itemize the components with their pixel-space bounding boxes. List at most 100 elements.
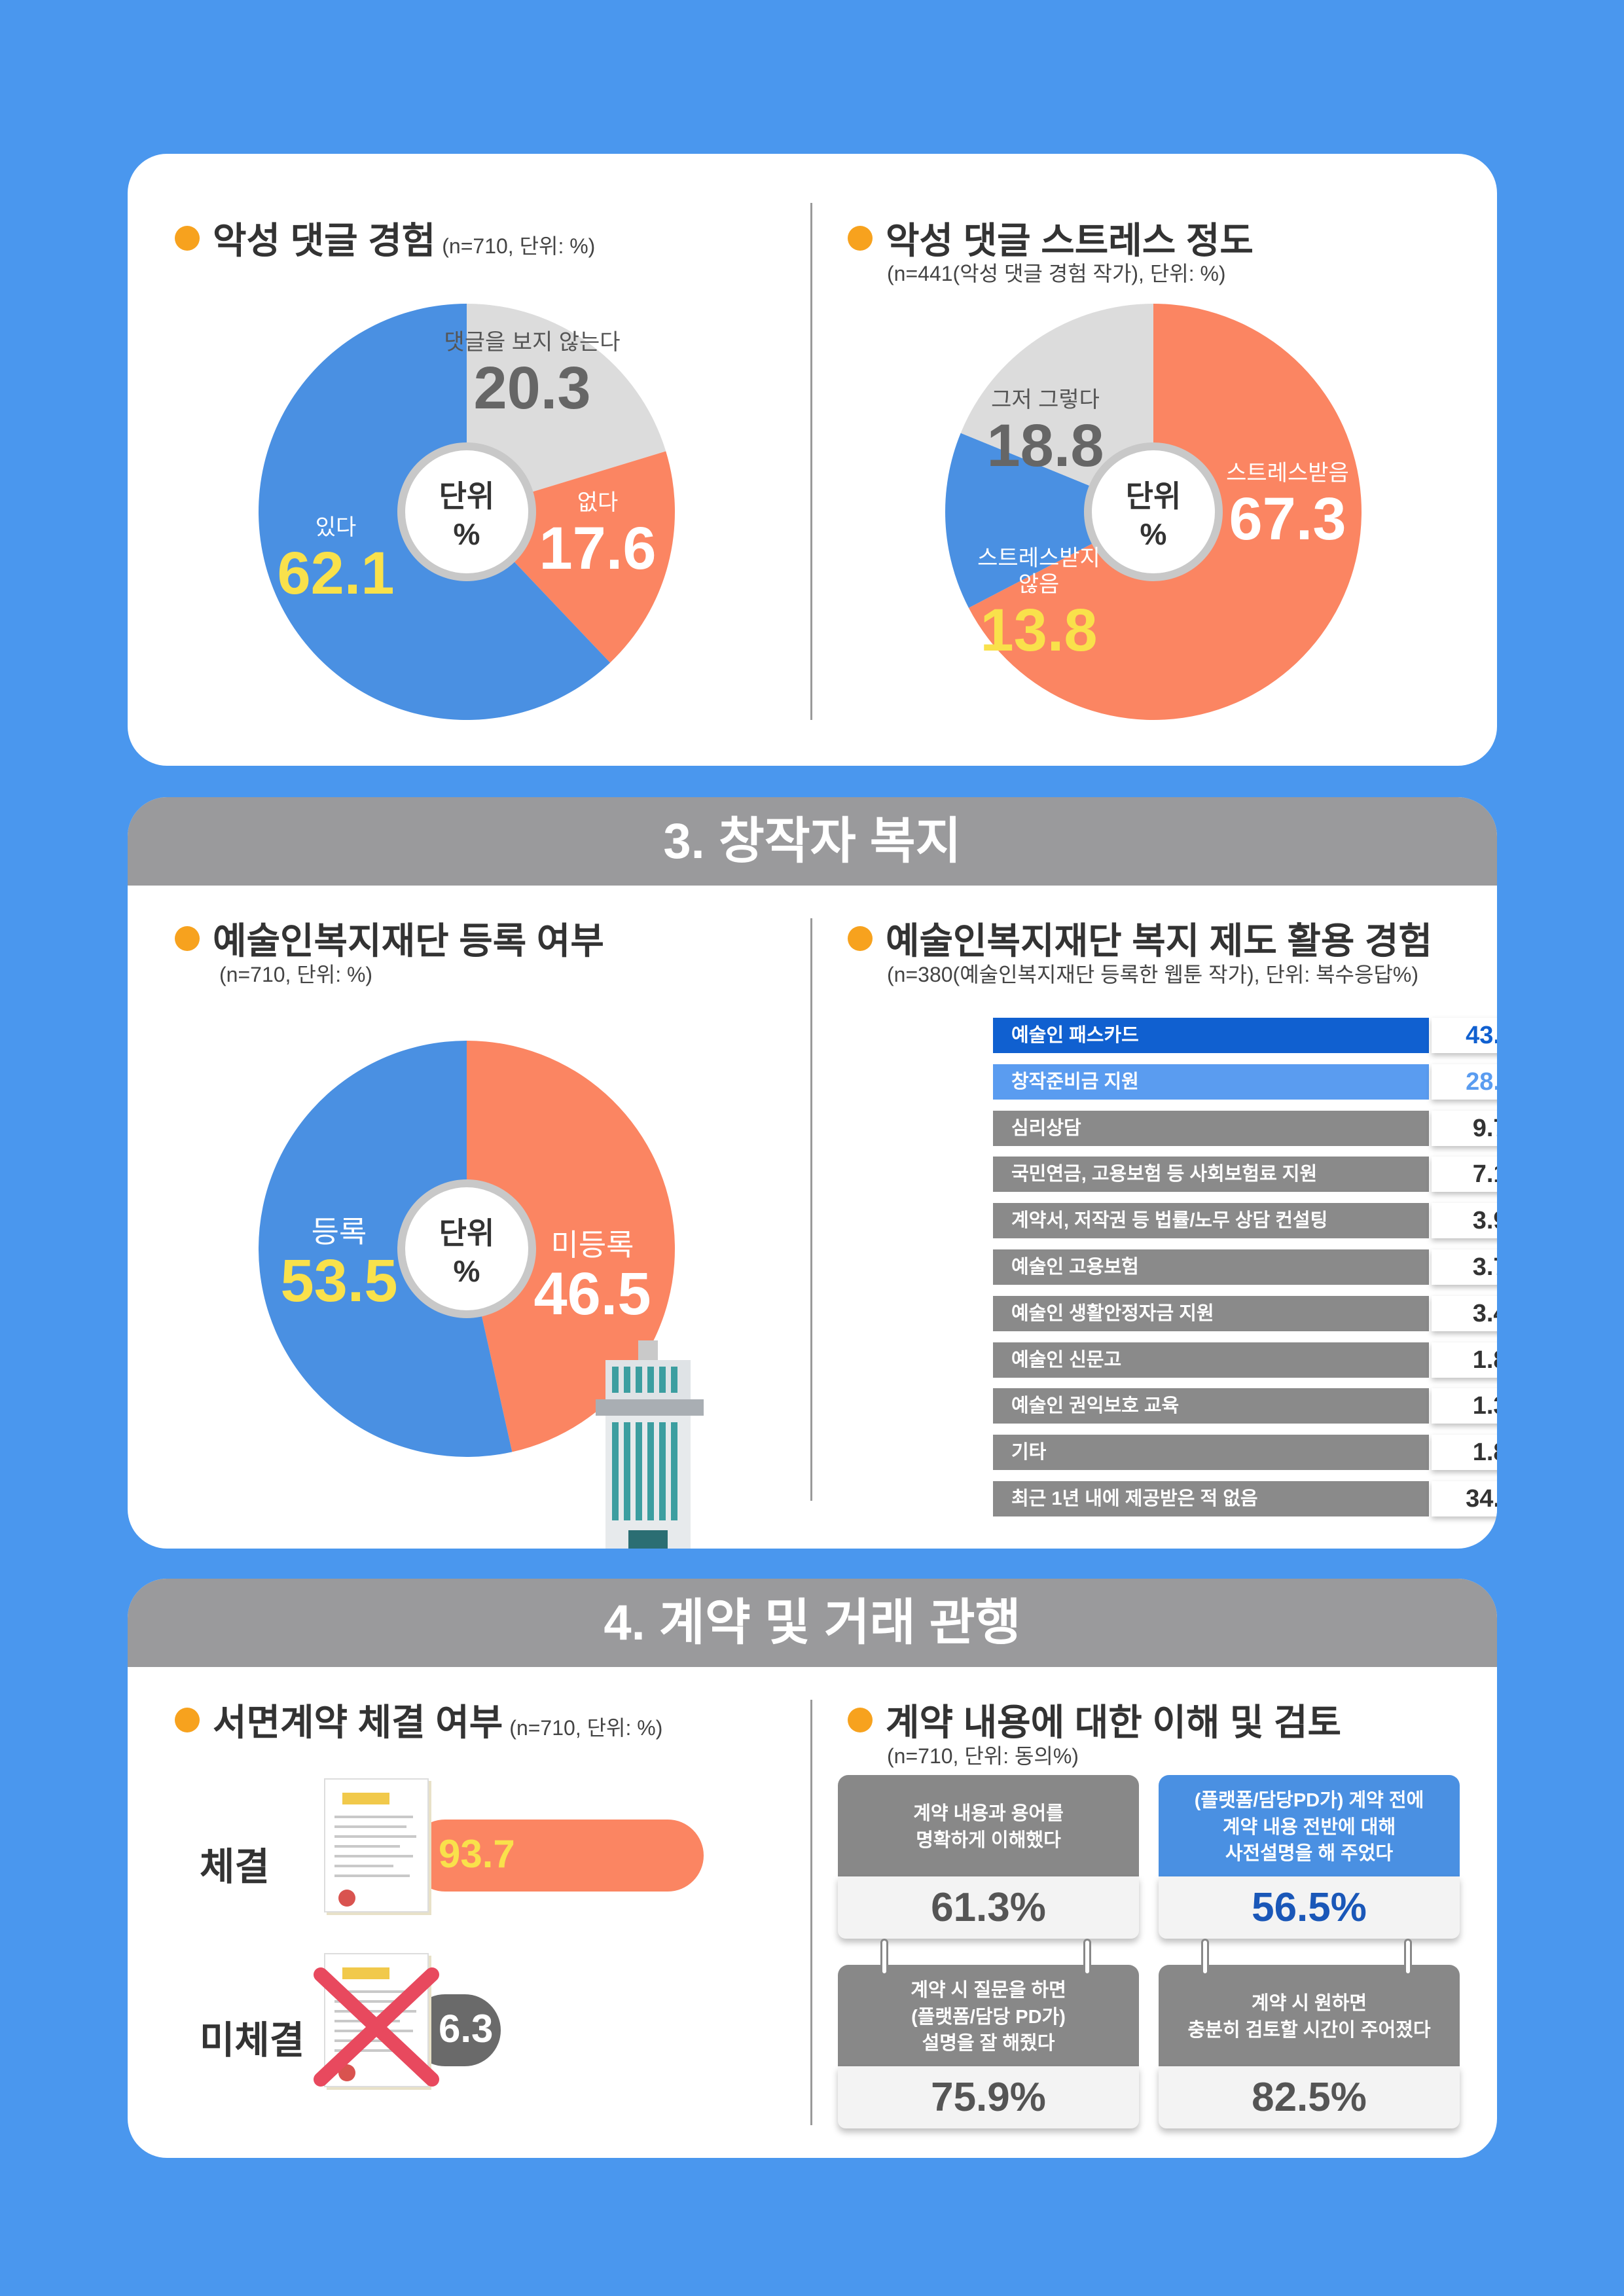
pie-center-text: 단위	[1126, 479, 1182, 513]
welfare-bar-value: 1.3%	[1432, 1388, 1497, 1424]
bullet-dot-icon	[175, 226, 200, 251]
pie-center-text: %	[454, 1254, 480, 1288]
pie-center-text: 단위	[439, 1216, 495, 1250]
contract-unsigned-label: 미체결	[200, 2019, 305, 2062]
welfare-bar-value: 3.7%	[1432, 1249, 1497, 1285]
binder-ring-icon	[1201, 1939, 1209, 1975]
pie-slice-value: 20.3	[473, 355, 590, 422]
contract-signed-label: 체결	[200, 1846, 270, 1888]
contract-bar-value: 93.7	[439, 1832, 515, 1876]
contract-document-tag	[342, 1793, 389, 1804]
pie-slice-label: 없다	[577, 490, 619, 515]
agreement-statement: 계약 시 질문을 하면 (플랫폼/담당 PD가) 설명을 잘 해줬다	[838, 1965, 1139, 2070]
panel-title-written-contract: 서면계약 체결 여부 (n=710, 단위: %)	[175, 1693, 662, 1746]
welfare-bar-label: 심리상담	[993, 1110, 1429, 1146]
agreement-value: 56.5%	[1159, 1876, 1460, 1939]
bullet-dot-icon	[848, 1708, 873, 1732]
agreement-statement: 계약 시 원하면 충분히 검토할 시간이 주어졌다	[1159, 1965, 1460, 2070]
panel-title-registration: 예술인복지재단 등록 여부	[175, 912, 604, 965]
pie-slice	[467, 304, 666, 512]
welfare-bar-label: 기타	[993, 1435, 1429, 1471]
pie-slice-value: 62.1	[277, 540, 394, 607]
pie-center-text: 단위	[439, 479, 495, 513]
agreement-box: 계약 시 질문을 하면 (플랫폼/담당 PD가) 설명을 잘 해줬다 75.9%	[838, 1965, 1139, 2128]
panel-divider	[810, 203, 812, 720]
agreement-statement: (플랫폼/담당PD가) 계약 전에 계약 내용 전반에 대해 사전설명을 해 주었다	[1159, 1775, 1460, 1880]
agreement-value: 75.9%	[838, 2066, 1139, 2128]
panel-note-comment-stress: (n=441(악성 댓글 경험 작가), 단위: %)	[887, 262, 1226, 285]
welfare-bar-row: 기타1.8%	[993, 1435, 1497, 1471]
pie-center-text: %	[454, 517, 480, 551]
bullet-dot-icon	[848, 226, 873, 251]
welfare-bar-label: 예술인 생활안정자금 지원	[993, 1295, 1429, 1331]
pie-slice	[467, 1041, 675, 1452]
binder-ring-icon	[1083, 1939, 1091, 1975]
pie-center-badge	[397, 442, 536, 581]
welfare-bar-label: 예술인 권익보호 교육	[993, 1388, 1429, 1424]
pie-slice-value: 17.6	[539, 515, 656, 582]
agreement-box: 계약 시 원하면 충분히 검토할 시간이 주어졌다 82.5%	[1159, 1965, 1460, 2128]
panel-note-registration: (n=710, 단위: %)	[219, 963, 373, 986]
welfare-bar-value: 1.8%	[1432, 1342, 1497, 1378]
card-contract-practice: 4. 계약 및 거래 관행 서면계약 체결 여부 (n=710, 단위: %) 계…	[128, 1579, 1497, 2158]
panel-title-welfare-usage: 예술인복지재단 복지 제도 활용 경험	[848, 912, 1432, 965]
pie-slice	[258, 1041, 513, 1457]
welfare-bar-value: 28.7%	[1432, 1064, 1497, 1100]
pie-slice-label: 스트레스받지	[977, 546, 1100, 571]
panel-title-comment-experience: 악성 댓글 경험 (n=710, 단위: %)	[175, 211, 595, 264]
welfare-bar-label: 예술인 패스카드	[993, 1018, 1429, 1053]
welfare-bar-label: 예술인 신문고	[993, 1342, 1429, 1378]
panel-title-comment-stress: 악성 댓글 스트레스 정도	[848, 211, 1254, 264]
binder-ring-icon	[1404, 1939, 1412, 1975]
welfare-bar-row: 예술인 생활안정자금 지원3.4%	[993, 1295, 1497, 1331]
pie-slice-label: 않음	[1019, 572, 1060, 597]
pie-center-text: %	[1140, 517, 1167, 551]
agreement-box: (플랫폼/담당PD가) 계약 전에 계약 내용 전반에 대해 사전설명을 해 주었다…	[1159, 1775, 1460, 1939]
welfare-bar-value: 3.4%	[1432, 1295, 1497, 1331]
building-illustration-icon	[596, 1340, 704, 1549]
welfare-bar-row: 예술인 권익보호 교육1.3%	[993, 1388, 1497, 1424]
contract-signed-bar: 93.7	[409, 1820, 704, 1892]
panel-title-contract-understanding: 계약 내용에 대한 이해 및 검토	[848, 1693, 1341, 1746]
pie-center-badge	[1084, 442, 1223, 581]
pie-slice-label: 그저 그렇다	[991, 387, 1100, 412]
pie-slice	[960, 304, 1153, 512]
bullet-dot-icon	[175, 1708, 200, 1732]
welfare-bar-label: 예술인 고용보험	[993, 1249, 1429, 1285]
pie-slice-value: 67.3	[1229, 486, 1346, 552]
welfare-bar-value: 7.1%	[1432, 1157, 1497, 1193]
welfare-bar-value: 43.2%	[1432, 1018, 1497, 1053]
welfare-bar-value: 9.7%	[1432, 1110, 1497, 1146]
section-banner-contract: 4. 계약 및 거래 관행	[128, 1579, 1497, 1667]
panel-divider	[810, 918, 812, 1501]
welfare-bar-row: 국민연금, 고용보험 등 사회보험료 지원7.1%	[993, 1157, 1497, 1193]
pie-slice-label: 있다	[316, 515, 357, 540]
section-banner-welfare: 3. 창작자 복지	[128, 797, 1497, 886]
pie-slice-label: 스트레스받음	[1226, 461, 1349, 486]
welfare-bar-value: 1.8%	[1432, 1435, 1497, 1471]
welfare-bar-label: 계약서, 저작권 등 법률/노무 상담 컨설팅	[993, 1203, 1429, 1239]
bullet-dot-icon	[175, 926, 200, 951]
welfare-bar-value: 34.2%	[1432, 1481, 1497, 1516]
agreement-statement: 계약 내용과 용어를 명확하게 이해했다	[838, 1775, 1139, 1880]
panel-divider	[810, 1700, 812, 2125]
cross-mark-icon	[314, 1967, 439, 2087]
pie-center-badge	[397, 1179, 536, 1318]
card-creator-welfare: 3. 창작자 복지 예술인복지재단 등록 여부 (n=710, 단위: %) 예…	[128, 797, 1497, 1549]
card-malicious-comments: 악성 댓글 경험 (n=710, 단위: %) 악성 댓글 스트레스 정도 (n=…	[128, 154, 1497, 766]
agreement-value: 61.3%	[838, 1876, 1139, 1939]
pie-slice-label: 미등록	[551, 1228, 634, 1262]
contract-document-tag	[342, 1967, 389, 1979]
pie-slice-label: 댓글을 보지 않는다	[444, 330, 620, 355]
welfare-bar-label: 국민연금, 고용보험 등 사회보험료 지원	[993, 1157, 1429, 1193]
